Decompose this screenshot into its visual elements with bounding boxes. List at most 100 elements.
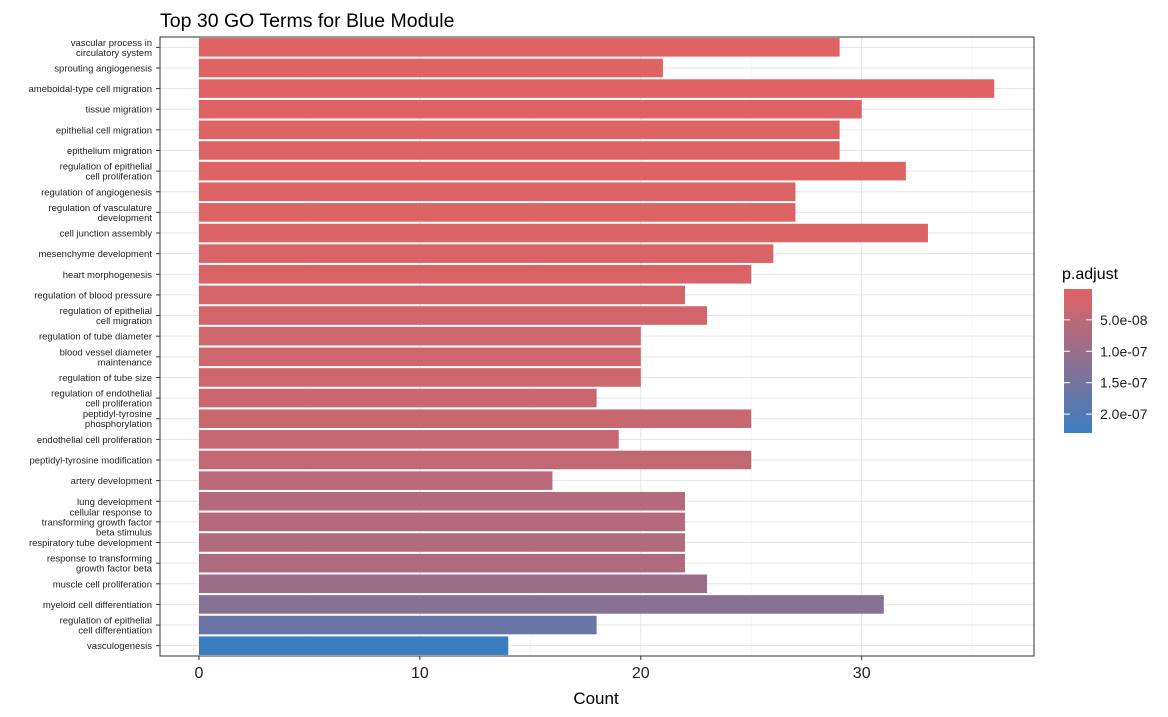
y-tick-label-line: maintenance [98,357,152,368]
y-tick-label-line: regulation of epithelial [60,616,152,627]
bar [199,58,663,78]
bar [199,553,685,573]
y-tick-label-line: sprouting angiogenesis [54,63,152,74]
y-tick-label-line: ameboidal-type cell migration [28,84,152,95]
bar [199,141,840,160]
y-tick-label: epithelial cell migration [56,125,152,136]
y-tick-label-line: regulation of vasculature [48,203,152,214]
bar [199,244,774,263]
x-tick-label: 0 [195,665,204,682]
legend-tick-label: 1.5e-07 [1100,375,1148,391]
y-tick-label: muscle cell proliferation [53,579,152,590]
y-tick-label-line: growth factor beta [76,564,153,575]
y-tick-label: regulation of vasculature development [48,203,152,224]
y-tick-label: regulation of epithelial cell proliferati… [60,162,152,183]
bar [199,347,641,367]
y-tick-label: peptidyl-tyrosine modification [29,455,152,466]
legend-tick-label: 2.0e-07 [1100,406,1148,422]
y-tick-label-line: regulation of angiogenesis [41,187,152,198]
x-axis-title: Count [573,689,619,708]
y-tick-label-line: regulation of epithelial [60,306,152,317]
y-tick-label-line: respiratory tube development [29,538,152,549]
bar [199,595,884,614]
plot-area [159,36,1035,657]
bar [199,326,641,346]
y-tick-label-line: transforming growth factor [42,517,152,528]
bar [199,491,685,511]
y-tick-label-line: epithelium migration [67,146,152,157]
y-tick-label: myeloid cell differentiation [43,600,152,611]
bar [199,409,752,429]
panel-background [160,37,1034,656]
legend-title: p.adjust [1062,266,1119,283]
y-tick-label-line: myeloid cell differentiation [43,600,152,611]
y-tick-label-line: cell proliferation [85,172,152,183]
y-tick-label-line: vasculogenesis [87,641,152,652]
bar [199,38,840,57]
bar [199,203,796,222]
y-tick-label: regulation of blood pressure [34,290,152,301]
y-tick-label: regulation of epithelial cell migration [60,306,152,327]
y-tick-label-line: tissue migration [85,105,152,116]
y-tick-label: cellular response to transforming growth … [42,507,153,538]
y-tick-label-line: regulation of tube diameter [39,332,152,343]
bars [199,38,995,655]
y-tick-label: vascular process in circulatory system [71,38,152,59]
bar [199,161,906,181]
bar [199,285,685,305]
y-tick-label: regulation of endothelial cell proliferat… [51,389,152,410]
x-tick-label: 20 [632,665,650,682]
y-tick-label-line: response to transforming [47,554,152,565]
y-tick-label: respiratory tube development [29,538,152,549]
bar [199,79,995,98]
y-tick-label: tissue migration [85,105,152,116]
y-tick-label: lung development [77,497,152,508]
y-tick-label-line: development [98,213,153,224]
bar [199,120,840,140]
bar [199,368,641,387]
y-tick-label-line: artery development [71,476,153,487]
y-tick-label-line: regulation of endothelial [51,389,152,400]
y-tick-label: regulation of epithelial cell differentia… [60,616,152,637]
y-tick-label: cell junction assembly [60,229,153,240]
y-tick-label-line: beta stimulus [96,527,152,538]
y-tick-label-line: cell junction assembly [60,229,153,240]
y-tick-label-line: heart morphogenesis [63,270,152,281]
y-tick-label: regulation of tube size [59,373,152,384]
x-tick-label: 30 [853,665,871,682]
y-tick-label-line: mesenchyme development [38,249,152,260]
y-tick-label-line: regulation of blood pressure [34,290,152,301]
y-tick-label: epithelium migration [67,146,152,157]
y-tick-label-line: peptidyl-tyrosine [83,409,152,420]
y-tick-label: mesenchyme development [38,249,152,260]
bar [199,388,597,408]
y-tick-label: sprouting angiogenesis [54,63,152,74]
bar [199,533,685,552]
bar [199,182,796,202]
y-tick-label-line: phosphorylation [85,419,152,430]
y-tick-label-line: muscle cell proliferation [53,579,152,590]
y-tick-label-line: endothelial cell proliferation [37,435,152,446]
panel-border [159,36,1035,657]
bar [199,450,752,470]
y-tick-label: regulation of tube diameter [39,332,152,343]
y-tick-label-line: cell differentiation [78,626,152,637]
bar [199,223,928,243]
bar [199,512,685,532]
bar [199,99,862,119]
y-tick-label-line: circulatory system [76,48,152,59]
y-tick-label-line: lung development [77,497,152,508]
y-tick-label: blood vessel diameter maintenance [60,347,152,368]
bar [199,306,708,325]
y-tick-label: response to transforming growth factor be… [47,554,153,575]
bar [199,430,619,449]
y-tick-label-line: cell proliferation [85,399,152,410]
legend-tick-label: 1.0e-07 [1100,343,1148,359]
y-tick-label-line: epithelial cell migration [56,125,152,136]
y-tick-label: regulation of angiogenesis [41,187,152,198]
y-tick-label: artery development [71,476,153,487]
y-tick-label: ameboidal-type cell migration [28,84,152,95]
y-tick-label-line: regulation of epithelial [60,162,152,173]
y-axis-labels: vascular process in circulatory system spr… [28,38,160,652]
y-tick-label-line: regulation of tube size [59,373,152,384]
